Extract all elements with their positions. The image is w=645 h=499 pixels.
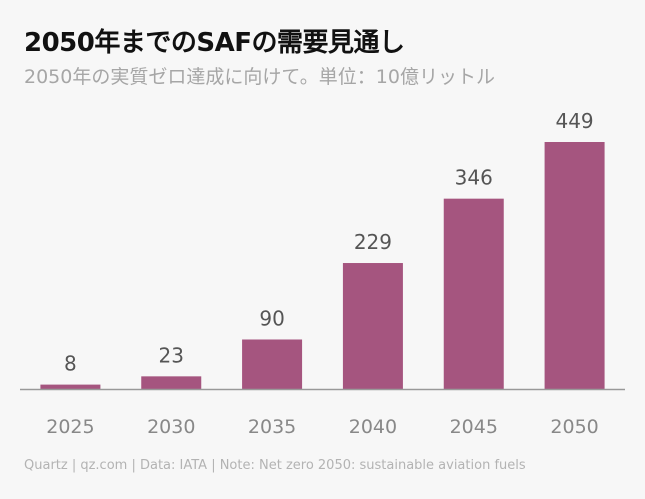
- data-label-2040: 229: [354, 230, 392, 254]
- x-tick-label-2050: 2050: [550, 416, 598, 438]
- bar-2045: [443, 198, 504, 389]
- chart-title: 2050年までのSAFの需要見通し: [24, 28, 405, 58]
- x-tick-label-2045: 2045: [450, 416, 498, 438]
- data-label-2050: 449: [555, 109, 593, 133]
- data-label-2030: 23: [159, 343, 184, 367]
- chart-subtitle: 2050年の実質ゼロ達成に向けて。単位：10億リットル: [24, 66, 495, 88]
- data-label-2045: 346: [455, 166, 493, 190]
- source-footer: Quartz | qz.com | Data: IATA | Note: Net…: [24, 458, 526, 473]
- data-label-2025: 8: [64, 352, 77, 376]
- bar-2025: [40, 384, 101, 389]
- x-tick-label-2030: 2030: [147, 416, 195, 438]
- x-tick-label-2025: 2025: [46, 416, 94, 438]
- x-tick-label-2040: 2040: [349, 416, 397, 438]
- bar-2035: [242, 339, 303, 389]
- bar-2050: [544, 142, 605, 389]
- bar-2030: [141, 376, 202, 389]
- bar-2040: [342, 263, 403, 389]
- x-tick-label-2035: 2035: [248, 416, 296, 438]
- data-label-2035: 90: [259, 306, 284, 330]
